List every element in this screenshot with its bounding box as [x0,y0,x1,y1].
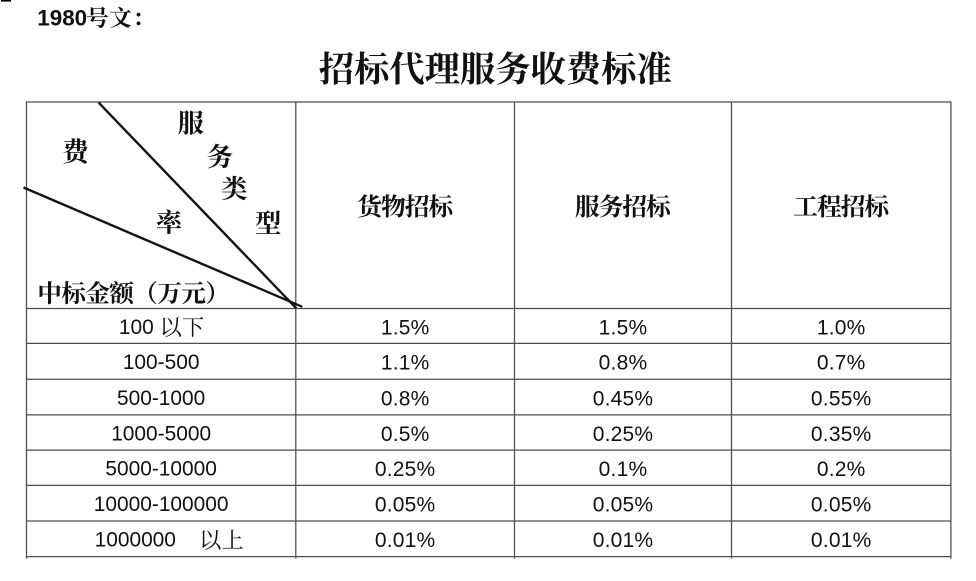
svg-text:0.1%: 0.1% [599,458,648,481]
svg-text:1.5%: 1.5% [599,316,648,339]
svg-text:1000000: 1000000 [95,529,176,552]
svg-text:0.01%: 0.01% [811,529,872,552]
svg-text:1000-5000: 1000-5000 [111,422,211,445]
svg-text:0.05%: 0.05% [811,494,872,517]
svg-text:100: 100 [119,316,154,339]
svg-text:0.2%: 0.2% [817,458,866,481]
svg-text:0.01%: 0.01% [375,529,436,552]
svg-text:0.45%: 0.45% [593,387,654,410]
svg-text:0.01%: 0.01% [593,529,654,552]
svg-text:100-500: 100-500 [123,351,200,374]
svg-text:0.8%: 0.8% [599,352,648,375]
svg-text:0.05%: 0.05% [375,494,436,517]
svg-text:1980: 1980 [37,5,87,30]
svg-text:0.55%: 0.55% [811,387,872,410]
svg-text:0.5%: 0.5% [381,423,430,446]
svg-text:0.35%: 0.35% [811,423,872,446]
svg-text:0.25%: 0.25% [593,423,654,446]
svg-text:1.1%: 1.1% [381,352,430,375]
svg-text:0.8%: 0.8% [381,387,430,410]
svg-text:10000-100000: 10000-100000 [94,493,229,516]
svg-text:1.5%: 1.5% [381,316,430,339]
svg-text:5000-10000: 5000-10000 [105,458,217,481]
svg-text:0.25%: 0.25% [375,458,436,481]
svg-text:500-1000: 500-1000 [117,387,205,410]
svg-text:0.7%: 0.7% [817,352,866,375]
svg-text:1.0%: 1.0% [817,316,866,339]
svg-text:0.05%: 0.05% [593,494,654,517]
